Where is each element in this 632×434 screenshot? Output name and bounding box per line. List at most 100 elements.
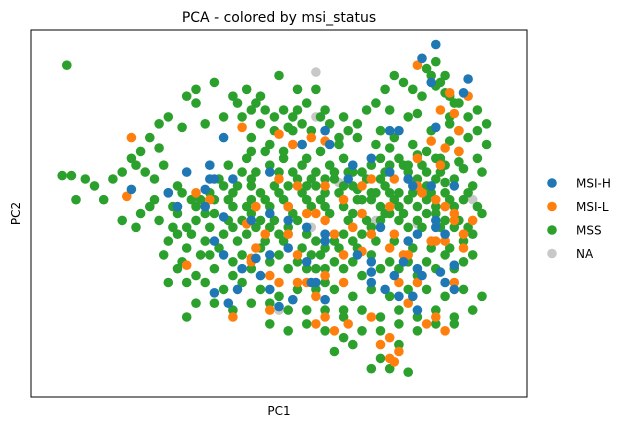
data-point	[467, 250, 478, 260]
data-point	[200, 201, 210, 212]
data-point	[421, 146, 432, 157]
data-point	[228, 305, 238, 315]
data-point	[228, 257, 238, 267]
data-point	[449, 208, 460, 219]
data-point	[366, 257, 377, 267]
data-point	[357, 208, 367, 219]
data-point	[200, 277, 210, 288]
data-point	[357, 326, 367, 336]
data-point	[260, 194, 271, 205]
data-point	[412, 215, 423, 226]
data-point	[265, 167, 275, 177]
data-point	[384, 143, 395, 153]
data-point	[403, 367, 414, 378]
data-point	[181, 243, 192, 253]
data-point	[454, 157, 464, 167]
data-point	[348, 339, 358, 350]
data-point	[163, 236, 174, 246]
data-point	[348, 236, 358, 246]
data-point	[324, 160, 335, 170]
data-point	[301, 263, 312, 274]
data-point	[237, 122, 247, 133]
data-point	[265, 270, 275, 281]
data-point	[375, 222, 386, 233]
data-point	[366, 250, 377, 260]
data-point	[288, 139, 298, 150]
data-point	[288, 294, 298, 305]
data-point	[338, 112, 349, 122]
data-point	[338, 277, 349, 288]
data-point	[186, 229, 197, 239]
data-point	[394, 153, 404, 164]
data-point	[449, 215, 460, 226]
data-point	[265, 284, 275, 295]
data-point	[403, 167, 414, 177]
data-point	[417, 188, 427, 198]
data-point	[352, 132, 363, 143]
data-point	[352, 194, 363, 205]
data-point	[431, 194, 441, 205]
data-point	[283, 201, 294, 212]
data-point	[384, 188, 395, 198]
data-point	[440, 188, 450, 198]
data-point	[366, 229, 377, 239]
data-point	[426, 136, 437, 146]
data-point	[301, 319, 312, 329]
data-point	[306, 174, 317, 184]
data-point	[246, 208, 257, 219]
data-point	[255, 91, 266, 101]
data-point	[172, 201, 183, 212]
data-point	[412, 263, 423, 274]
data-point	[265, 201, 275, 212]
data-point	[98, 194, 109, 205]
data-point	[218, 132, 229, 143]
data-point	[431, 174, 441, 184]
data-point	[191, 84, 201, 95]
data-point	[237, 277, 247, 288]
data-point	[431, 312, 441, 322]
data-point	[329, 229, 340, 239]
data-point	[417, 91, 427, 101]
data-point	[274, 291, 284, 302]
data-point	[320, 263, 330, 274]
data-point	[241, 201, 252, 212]
data-point	[426, 77, 437, 88]
data-point	[458, 284, 469, 295]
data-point	[343, 167, 354, 177]
data-point	[311, 208, 321, 219]
data-point	[458, 88, 469, 98]
data-point	[135, 208, 146, 219]
data-point	[320, 270, 330, 281]
data-point	[444, 88, 455, 98]
data-point	[191, 98, 201, 108]
data-point	[375, 326, 386, 336]
data-point	[421, 194, 432, 205]
data-point	[274, 277, 284, 288]
data-point	[135, 146, 146, 157]
data-point	[357, 305, 367, 315]
data-point	[241, 229, 252, 239]
data-point	[440, 291, 450, 302]
data-point	[449, 201, 460, 212]
data-point	[394, 319, 404, 329]
data-point	[329, 174, 340, 184]
data-point	[191, 215, 201, 226]
data-point	[435, 77, 446, 88]
data-point	[172, 229, 183, 239]
data-point	[251, 167, 261, 177]
data-point	[375, 312, 386, 322]
data-point	[348, 181, 358, 191]
data-point	[246, 174, 257, 184]
data-point	[467, 215, 478, 226]
data-point	[311, 84, 321, 95]
data-point	[172, 181, 183, 191]
data-point	[320, 294, 330, 305]
data-point	[398, 208, 409, 219]
data-point	[315, 194, 326, 205]
data-point	[278, 146, 289, 157]
x-axis-label: PC1	[267, 404, 290, 418]
data-point	[472, 105, 483, 115]
data-point	[412, 305, 423, 315]
data-point	[380, 181, 390, 191]
data-point	[306, 250, 317, 260]
